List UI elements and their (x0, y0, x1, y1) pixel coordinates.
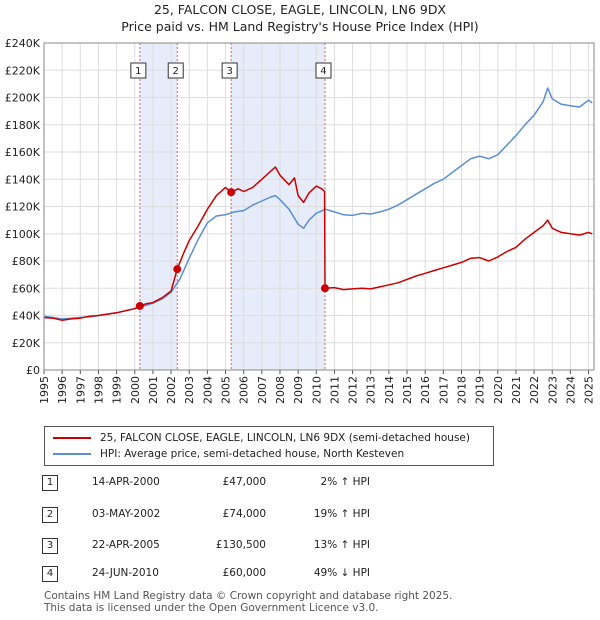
marker-label: 4 (320, 66, 326, 77)
transaction-price: £47,000 (222, 476, 266, 488)
transaction-number: 1 (42, 475, 58, 491)
marker-box (167, 62, 184, 79)
x-tick-label: 1999 (111, 376, 124, 404)
marker-box (315, 62, 332, 79)
x-tick-label: 2025 (583, 376, 596, 404)
y-tick-label: £100K (5, 228, 41, 241)
x-tick-label: 2022 (528, 376, 541, 404)
sale-point (227, 188, 236, 197)
x-tick-label: 1998 (92, 376, 105, 404)
legend-item-property: 25, FALCON CLOSE, EAGLE, LINCOLN, LN6 9D… (53, 430, 470, 446)
y-tick-label: £0 (26, 364, 40, 377)
footer-licence: This data is licensed under the Open Gov… (44, 602, 379, 614)
x-tick-label: 1996 (56, 376, 69, 404)
chart-legend: 25, FALCON CLOSE, EAGLE, LINCOLN, LN6 9D… (44, 426, 494, 466)
x-tick-label: 2015 (401, 376, 414, 404)
x-tick-label: 2003 (183, 376, 196, 404)
x-tick-label: 2019 (474, 376, 487, 404)
x-tick-label: 2010 (310, 376, 323, 404)
x-tick-label: 2008 (274, 376, 287, 404)
y-tick-label: £220K (5, 64, 41, 77)
x-tick-label: 2020 (492, 376, 505, 404)
legend-item-hpi: HPI: Average price, semi-detached house,… (53, 446, 404, 462)
transaction-hpi: 49% ↓ HPI (313, 567, 370, 579)
transaction-hpi: 2% ↑ HPI (320, 476, 370, 488)
legend-label-property: 25, FALCON CLOSE, EAGLE, LINCOLN, LN6 9D… (100, 432, 470, 444)
x-tick-label: 2006 (238, 376, 251, 404)
y-tick-label: £40K (12, 310, 41, 323)
transaction-date: 22-APR-2005 (92, 539, 160, 551)
x-tick-label: 2002 (165, 376, 178, 404)
y-tick-label: £180K (5, 119, 41, 132)
x-tick-label: 2018 (455, 376, 468, 404)
x-tick-label: 2009 (292, 376, 305, 404)
transaction-number: 3 (42, 538, 58, 554)
sale-point (173, 265, 182, 274)
series-line-property (43, 166, 593, 322)
y-tick-label: £20K (12, 337, 41, 350)
x-tick-label: 1995 (38, 376, 51, 404)
x-tick-label: 1997 (74, 376, 87, 404)
price-chart: £0 £20K £40K £60K £80K £100K £120K £140K £160K £1… (5, 37, 596, 404)
transaction-date: 14-APR-2000 (92, 476, 160, 488)
transaction-hpi: 13% ↑ HPI (313, 539, 370, 551)
legend-swatch-blue (53, 453, 91, 455)
transaction-number: 2 (42, 507, 58, 523)
transaction-date: 03-MAY-2002 (92, 508, 161, 520)
x-tick-label: 2011 (328, 376, 341, 404)
x-tick-label: 2001 (147, 376, 160, 404)
x-tick-label: 2004 (201, 376, 214, 404)
y-tick-label: £140K (5, 173, 41, 186)
y-tick-label: £160K (5, 146, 41, 159)
y-tick-label: £240K (5, 37, 41, 50)
x-tick-label: 2017 (437, 376, 450, 404)
transaction-price: £74,000 (222, 508, 266, 520)
x-tick-label: 2012 (347, 376, 360, 404)
x-tick-label: 2014 (383, 376, 396, 404)
transaction-date: 24-JUN-2010 (92, 567, 159, 579)
x-tick-label: 2005 (220, 376, 233, 404)
x-tick-label: 2013 (365, 376, 378, 404)
x-tick-label: 2023 (546, 376, 559, 404)
footer-copyright: Contains HM Land Registry data © Crown c… (44, 590, 453, 602)
x-tick-label: 2007 (256, 376, 269, 404)
transaction-hpi: 19% ↑ HPI (313, 508, 370, 520)
marker-box (130, 62, 147, 79)
chart-title: 25, FALCON CLOSE, EAGLE, LINCOLN, LN6 9D… (153, 2, 447, 17)
sale-point (320, 284, 329, 293)
plot-frame (43, 42, 595, 371)
y-tick-label: £60K (12, 282, 41, 295)
transaction-price: £60,000 (222, 567, 266, 579)
x-tick-label: 2021 (510, 376, 523, 404)
x-tick-label: 2000 (129, 376, 142, 404)
sale-point (135, 301, 144, 310)
marker-label: 1 (135, 66, 141, 77)
chart-subtitle: Price paid vs. HM Land Registry's House … (121, 19, 479, 34)
legend-swatch-red (53, 437, 91, 439)
marker-label: 3 (226, 66, 232, 77)
x-tick-label: 2016 (419, 376, 432, 404)
marker-box (221, 62, 238, 79)
y-tick-label: £80K (12, 255, 41, 268)
transaction-price: £130,500 (215, 539, 266, 551)
marker-label: 2 (173, 66, 179, 77)
transaction-number: 4 (42, 566, 58, 582)
legend-label-hpi: HPI: Average price, semi-detached house,… (100, 448, 405, 460)
y-tick-label: £200K (5, 92, 41, 105)
x-tick-label: 2024 (564, 376, 577, 404)
y-tick-label: £120K (5, 201, 41, 214)
